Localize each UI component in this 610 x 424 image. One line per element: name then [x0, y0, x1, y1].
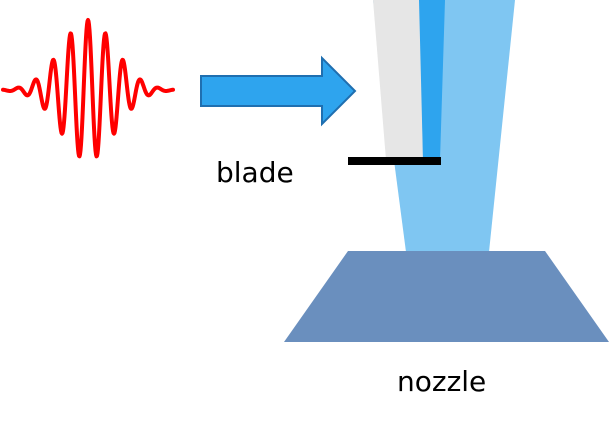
blade-edge-strip: [419, 0, 445, 160]
nozzle-label: nozzle: [397, 365, 486, 398]
right-arrow-icon: [200, 55, 357, 127]
laser-pulse-icon: [1, 18, 175, 159]
nozzle: [284, 251, 609, 342]
blade: [348, 157, 441, 165]
blade-label: blade: [216, 156, 294, 189]
blade-shadow-region: [373, 0, 423, 160]
